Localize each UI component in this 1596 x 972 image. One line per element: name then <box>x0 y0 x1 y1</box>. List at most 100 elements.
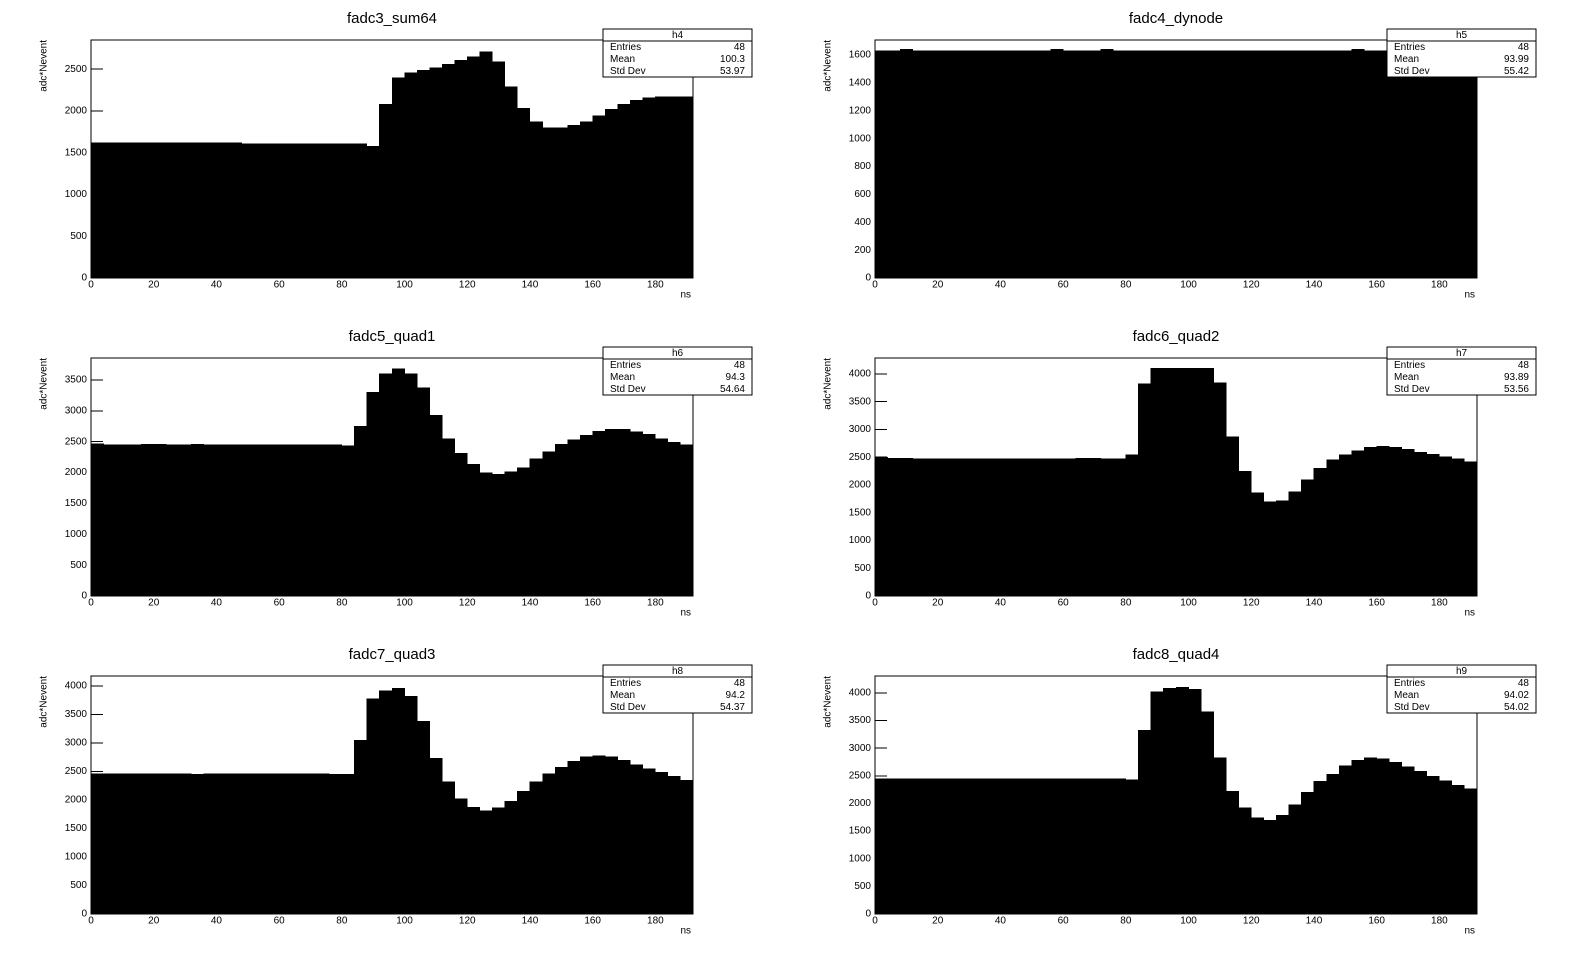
bar <box>1175 687 1189 915</box>
bar <box>874 778 888 915</box>
y-tick-label: 2500 <box>849 770 872 781</box>
bar <box>1012 458 1026 597</box>
bar <box>579 756 593 915</box>
bar <box>1175 50 1189 279</box>
bar <box>329 774 343 915</box>
bar <box>1075 778 1089 915</box>
bar <box>266 773 280 915</box>
bar <box>1401 50 1415 279</box>
stats-label: Entries <box>610 42 641 53</box>
x-tick-label: 120 <box>1243 598 1260 609</box>
stats-value: 48 <box>1518 42 1530 53</box>
bar <box>1326 459 1340 597</box>
y-axis-label: adc*Nevent <box>823 40 834 92</box>
y-tick-label: 500 <box>854 881 871 892</box>
x-tick-label: 40 <box>995 280 1007 291</box>
stats-value: 48 <box>734 360 746 371</box>
bar <box>1338 765 1352 915</box>
x-axis-label: ns <box>1464 926 1475 937</box>
bar <box>391 77 405 279</box>
bar <box>1388 761 1403 915</box>
bar <box>529 781 543 915</box>
bar <box>1276 500 1290 597</box>
bar <box>517 108 531 279</box>
x-tick-label: 120 <box>459 598 476 609</box>
bar <box>912 458 926 597</box>
x-axis-label: ns <box>1464 608 1475 619</box>
x-axis-label: ns <box>1464 290 1475 301</box>
bar <box>630 99 644 279</box>
stats-title: h7 <box>1456 348 1468 359</box>
bar <box>1075 50 1089 279</box>
y-axis-label: adc*Nevent <box>39 676 50 728</box>
stats-label: Std Dev <box>1394 384 1430 395</box>
y-tick-label: 2500 <box>65 436 88 447</box>
bar <box>203 773 217 915</box>
bar <box>1225 436 1239 597</box>
bar <box>316 444 330 597</box>
bar <box>266 143 280 279</box>
bar <box>1451 458 1465 597</box>
bar <box>899 458 913 597</box>
bar <box>975 50 989 279</box>
bar <box>291 773 305 915</box>
stats-title: h5 <box>1456 30 1468 41</box>
bar <box>253 444 267 597</box>
bar <box>454 59 468 279</box>
bar <box>529 121 543 279</box>
bar <box>924 778 938 915</box>
stats-value: 55.42 <box>1504 66 1529 77</box>
bar <box>1338 454 1352 597</box>
bar <box>962 778 976 915</box>
y-tick-label: 2000 <box>849 798 872 809</box>
x-tick-label: 160 <box>584 598 601 609</box>
bar <box>291 444 305 597</box>
stats-label: Mean <box>1394 690 1419 701</box>
x-tick-label: 160 <box>1368 280 1385 291</box>
bar <box>291 143 305 279</box>
y-tick-label: 1500 <box>849 507 872 518</box>
x-tick-label: 40 <box>211 280 223 291</box>
y-tick-label: 4000 <box>65 681 88 692</box>
bar <box>454 453 468 597</box>
y-tick-label: 2000 <box>65 467 88 478</box>
bar <box>1188 688 1202 915</box>
bar <box>178 773 192 915</box>
stats-label: Entries <box>610 360 641 371</box>
bar <box>316 143 330 279</box>
bar <box>429 67 443 279</box>
bar <box>1313 50 1327 279</box>
stats-box <box>602 346 753 396</box>
bar <box>492 61 506 279</box>
x-tick-label: 60 <box>274 916 286 927</box>
chart-title: fadc5_quad1 <box>349 328 436 345</box>
bar <box>554 127 568 279</box>
y-tick-label: 400 <box>854 217 871 228</box>
bar <box>429 758 443 915</box>
stats-value: 53.97 <box>720 66 745 77</box>
bar <box>1200 368 1214 597</box>
x-axis-label: ns <box>680 608 691 619</box>
bar <box>642 433 656 597</box>
bar <box>1426 454 1440 597</box>
bar <box>191 443 205 597</box>
x-tick-label: 20 <box>932 280 944 291</box>
bar <box>1351 49 1365 279</box>
bar <box>1163 368 1177 597</box>
bar <box>1414 50 1428 279</box>
y-tick-label: 2000 <box>65 106 88 117</box>
x-tick-label: 60 <box>274 598 286 609</box>
x-tick-label: 180 <box>1431 598 1448 609</box>
bar <box>642 97 656 279</box>
y-tick-label: 500 <box>70 231 87 242</box>
bar <box>579 435 593 597</box>
y-tick-label: 1500 <box>65 147 88 158</box>
x-tick-label: 160 <box>584 916 601 927</box>
bar <box>899 778 913 915</box>
bar <box>1388 446 1403 597</box>
stats-label: Std Dev <box>610 702 646 713</box>
bar <box>1037 458 1051 597</box>
y-axis-label: adc*Nevent <box>823 358 834 410</box>
x-axis-label: ns <box>680 290 691 301</box>
